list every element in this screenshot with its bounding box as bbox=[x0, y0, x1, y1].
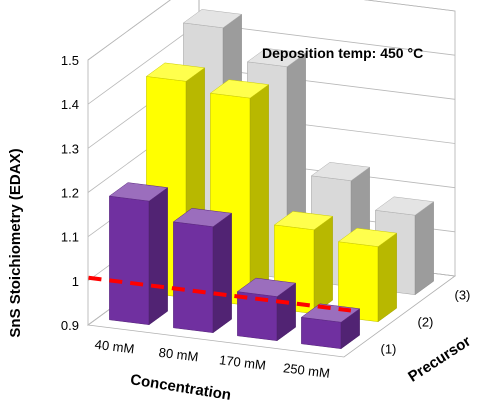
y-tick-label: 1.5 bbox=[61, 53, 79, 68]
annotation-label: Deposition temp: 450 °C bbox=[262, 45, 423, 61]
y-tick-label: 1.2 bbox=[61, 186, 79, 201]
bar-front bbox=[301, 317, 342, 349]
z-tick-label: (2) bbox=[418, 315, 434, 330]
bar-side bbox=[414, 201, 434, 296]
z-tick-label: (3) bbox=[455, 288, 471, 303]
bar-top bbox=[236, 277, 297, 297]
chart-ticks: 0.9 1 1.1 1.2 1.3 1.4 1.5 40 mM 80 mM 170 mM 250 m… bbox=[61, 53, 470, 381]
bar-side bbox=[148, 187, 168, 326]
bar-top bbox=[172, 208, 233, 227]
bar-side bbox=[313, 215, 333, 315]
bar-top bbox=[145, 62, 206, 82]
gridline bbox=[87, 0, 456, 61]
y-tick-label: 0.9 bbox=[61, 318, 79, 333]
bar-side bbox=[249, 84, 269, 307]
bar-side bbox=[377, 232, 397, 323]
z-axis-title: Precursor bbox=[405, 333, 474, 386]
y-axis-title: SnS Stoichiometry (EDAX) bbox=[7, 148, 24, 337]
bar-top bbox=[273, 211, 334, 231]
y-tick-label: 1 bbox=[72, 274, 79, 289]
bar-top bbox=[182, 9, 243, 29]
x-tick-label: 40 mM bbox=[94, 337, 135, 357]
x-axis-title: Concentration bbox=[129, 371, 232, 404]
bar-top bbox=[108, 182, 169, 202]
bar-front bbox=[109, 195, 150, 325]
z-tick-label: (1) bbox=[381, 342, 397, 357]
bar-top bbox=[374, 196, 435, 216]
x-tick-label: 170 mM bbox=[218, 352, 266, 373]
y-tick-label: 1.4 bbox=[61, 97, 79, 112]
bar-front bbox=[173, 221, 214, 333]
x-tick-label: 250 mM bbox=[282, 360, 330, 381]
bar-top bbox=[246, 48, 307, 67]
reference-line bbox=[88, 275, 352, 313]
chart-bars bbox=[88, 9, 435, 350]
x-tick-label: 80 mM bbox=[158, 345, 199, 365]
bar-top bbox=[209, 79, 270, 99]
bar-side bbox=[212, 212, 232, 334]
bar-top bbox=[337, 227, 398, 247]
y-tick-label: 1.3 bbox=[61, 141, 79, 156]
bar-top bbox=[310, 162, 371, 181]
y-tick-label: 1.1 bbox=[61, 230, 79, 245]
